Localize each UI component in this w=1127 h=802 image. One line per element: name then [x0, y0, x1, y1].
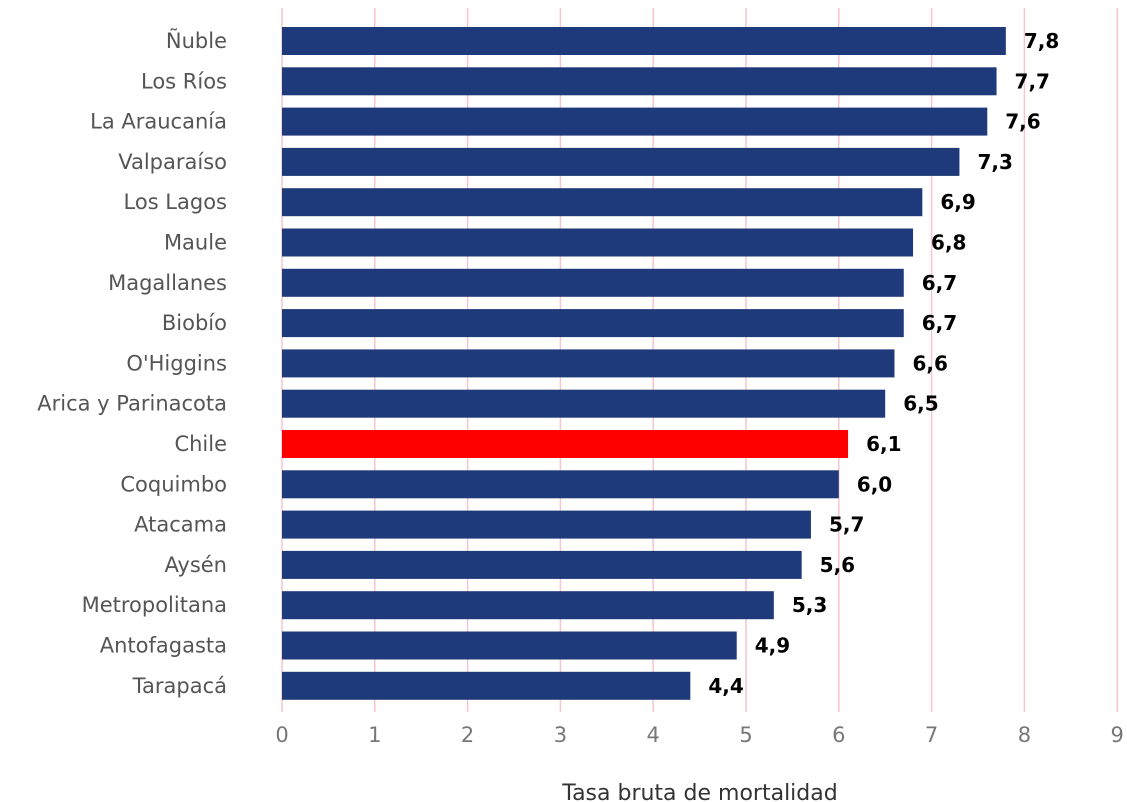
value-label: 5,3 — [792, 593, 827, 617]
category-label: Biobío — [162, 311, 227, 335]
bar — [282, 309, 904, 338]
value-label: 7,6 — [1005, 110, 1040, 134]
bar — [282, 470, 839, 499]
category-label: Atacama — [134, 513, 227, 537]
x-tick-label: 6 — [832, 723, 845, 747]
value-label: 6,9 — [940, 190, 975, 214]
bar — [282, 228, 914, 257]
category-label: Metropolitana — [82, 593, 227, 617]
bar — [282, 631, 737, 660]
value-label: 6,7 — [922, 271, 957, 295]
category-label: Arica y Parinacota — [37, 392, 227, 416]
value-label: 5,7 — [829, 513, 864, 537]
category-label: Maule — [164, 231, 227, 255]
bar — [282, 389, 886, 418]
x-axis-title: Tasa bruta de mortalidad — [561, 781, 837, 802]
bars — [282, 27, 1006, 700]
value-label: 6,1 — [866, 432, 901, 456]
bar-highlight — [282, 430, 849, 458]
value-label: 6,6 — [912, 351, 947, 375]
category-label: Tarapacá — [132, 674, 227, 698]
x-tick-label: 1 — [368, 723, 381, 747]
category-label: Magallanes — [108, 271, 227, 295]
value-label: 6,8 — [931, 231, 966, 255]
category-labels: Ñuble Los Ríos La Araucanía Valparaíso Los L… — [37, 27, 227, 698]
x-tick-label: 7 — [925, 723, 938, 747]
value-label: 6,7 — [922, 311, 957, 335]
value-labels: 7,8 7,7 7,6 7,36,9 6,8 6,7 6,7 6,6 6,56,1 6,0 5,7 5… — [708, 29, 1059, 698]
category-label: Coquimbo — [120, 472, 227, 496]
bar — [282, 671, 691, 700]
value-label: 6,5 — [903, 392, 938, 416]
x-tick-label: 5 — [739, 723, 752, 747]
bar — [282, 188, 923, 217]
x-tick-label: 8 — [1018, 723, 1031, 747]
category-label: Aysén — [164, 553, 227, 577]
bar — [282, 591, 774, 620]
bar — [282, 147, 960, 176]
category-label: La Araucanía — [90, 110, 227, 134]
category-label: Los Ríos — [141, 69, 227, 93]
category-label: Ñuble — [166, 27, 227, 53]
x-tick-label: 9 — [1111, 723, 1124, 747]
value-label: 7,7 — [1015, 69, 1050, 93]
bar — [282, 27, 1006, 55]
category-label: Los Lagos — [124, 190, 227, 214]
value-label: 4,9 — [755, 634, 790, 658]
x-tick-label: 2 — [461, 723, 474, 747]
bar — [282, 67, 997, 96]
category-label: O'Higgins — [126, 351, 227, 375]
bar — [282, 349, 895, 378]
x-tick-label: 0 — [275, 723, 288, 747]
category-label: Valparaíso — [118, 150, 227, 174]
bar — [282, 107, 988, 136]
x-tick-label: 4 — [647, 723, 660, 747]
value-label: 5,6 — [820, 553, 855, 577]
x-tick-label: 3 — [554, 723, 567, 747]
category-label: Antofagasta — [100, 634, 227, 658]
value-label: 4,4 — [708, 674, 743, 698]
bar — [282, 510, 811, 539]
bar — [282, 268, 904, 297]
category-label: Chile — [174, 432, 227, 456]
x-tick-labels: 0 1 2 3 4 5 6 7 8 9 — [275, 723, 1124, 747]
bar — [282, 550, 802, 579]
value-label: 7,8 — [1024, 29, 1059, 53]
value-label: 7,3 — [977, 150, 1012, 174]
value-label: 6,0 — [857, 472, 892, 496]
